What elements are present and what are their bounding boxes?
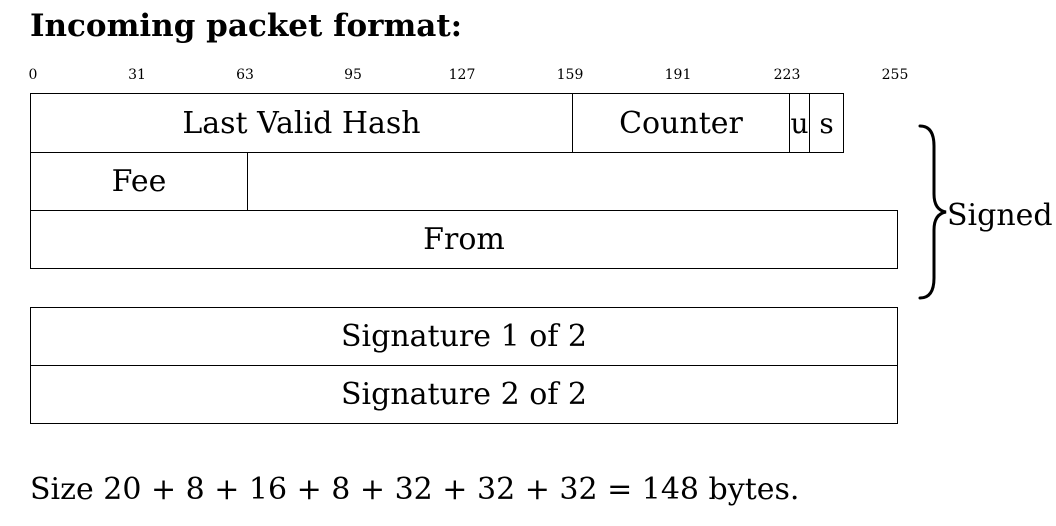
size-summary: Size 20 + 8 + 16 + 8 + 32 + 32 + 32 = 14… bbox=[30, 472, 800, 507]
tick-label: 223 bbox=[773, 67, 801, 83]
field-signature-1: Signature 1 of 2 bbox=[30, 307, 898, 366]
field-last-valid-hash: Last Valid Hash bbox=[30, 93, 573, 153]
tick-label: 127 bbox=[448, 67, 476, 83]
field-label: Last Valid Hash bbox=[182, 105, 421, 141]
tick-label: 95 bbox=[344, 67, 362, 83]
field-label: Counter bbox=[619, 105, 743, 141]
curly-brace-shape bbox=[918, 124, 947, 300]
field-label: Signature 2 of 2 bbox=[341, 377, 587, 412]
tick-label: 191 bbox=[664, 67, 692, 83]
field-label: s bbox=[819, 106, 834, 140]
tick-label: 63 bbox=[236, 67, 254, 83]
field-label: Fee bbox=[111, 164, 167, 199]
field-s: s bbox=[809, 93, 844, 153]
field-signature-2: Signature 2 of 2 bbox=[30, 365, 898, 424]
diagram-title: Incoming packet format: bbox=[30, 8, 463, 44]
field-label: u bbox=[790, 106, 809, 140]
tick-label: 159 bbox=[556, 67, 584, 83]
signed-label: Signed bbox=[947, 198, 1053, 233]
field-fee: Fee bbox=[30, 152, 248, 211]
field-from: From bbox=[30, 210, 898, 269]
field-counter: Counter bbox=[572, 93, 790, 153]
field-label: From bbox=[423, 222, 505, 257]
tick-label: 255 bbox=[881, 67, 909, 83]
tick-label: 0 bbox=[28, 67, 38, 83]
field-u: u bbox=[789, 93, 810, 153]
signed-brace bbox=[918, 124, 947, 300]
tick-label: 31 bbox=[128, 67, 146, 83]
field-label: Signature 1 of 2 bbox=[341, 319, 587, 354]
